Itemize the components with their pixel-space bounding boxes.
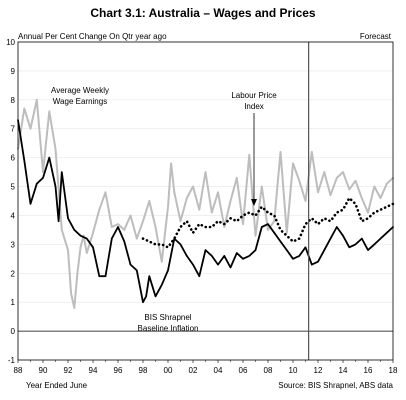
forecast-label: Forecast (360, 32, 392, 41)
y-tick-label: 6 (11, 154, 16, 163)
y-axis-ticks: -1 0 1 2 3 4 5 6 7 8 9 10 (6, 38, 15, 365)
x-tick-label: 04 (214, 366, 223, 375)
series-line-awe (17, 98, 394, 309)
lpi-annotation-line1: Labour Price (231, 91, 277, 100)
inflation-annotation-line2: Baseline Inflation (138, 324, 199, 333)
x-tick-label: 08 (264, 366, 273, 375)
source-note: Source: BIS Shrapnel, ABS data (278, 381, 393, 390)
inflation-annotation-line1: BIS Shrapnel (144, 313, 191, 322)
x-axis-ticks: 88 90 92 94 96 98 00 02 04 06 08 10 12 14 16 18 (14, 360, 398, 375)
x-tick-label: 88 (14, 366, 23, 375)
x-tick-label: 90 (39, 366, 48, 375)
x-tick-label: 96 (114, 366, 123, 375)
y-axis-label: Annual Per Cent Change On Qtr year ago (18, 32, 167, 41)
lpi-annotation-arrow-head (251, 199, 257, 206)
chart-title: Chart 3.1: Australia – Wages and Prices (90, 6, 316, 20)
series-line-lpi (141, 196, 395, 249)
y-tick-label: 0 (11, 327, 16, 336)
awe-annotation-line2: Wage Earnings (53, 97, 107, 106)
y-tick-label: 8 (11, 96, 16, 105)
y-tick-label: 2 (11, 269, 16, 278)
y-tick-label: 7 (11, 125, 16, 134)
series-layer (17, 98, 395, 309)
x-tick-label: 00 (164, 366, 173, 375)
y-tick-label: 10 (6, 38, 15, 47)
x-tick-label: 94 (89, 366, 98, 375)
x-tick-label: 14 (339, 366, 348, 375)
y-tick-label: 1 (11, 298, 16, 307)
lpi-annotation-line2: Index (244, 102, 264, 111)
y-tick-label: -1 (8, 356, 16, 365)
y-tick-label: 3 (11, 240, 16, 249)
x-tick-label: 98 (139, 366, 148, 375)
series-line-infl (17, 119, 394, 304)
x-tick-label: 92 (64, 366, 73, 375)
y-tick-label: 5 (11, 183, 16, 192)
x-tick-label: 06 (239, 366, 248, 375)
x-tick-label: 12 (314, 366, 323, 375)
grid (18, 70, 393, 332)
x-tick-label: 02 (189, 366, 198, 375)
y-tick-label: 9 (11, 67, 16, 76)
x-tick-label: 18 (389, 366, 398, 375)
awe-annotation-line1: Average Weekly (51, 86, 109, 95)
x-axis-label: Year Ended June (26, 381, 88, 390)
x-tick-label: 16 (364, 366, 373, 375)
y-tick-label: 4 (11, 211, 16, 220)
x-tick-label: 10 (289, 366, 298, 375)
